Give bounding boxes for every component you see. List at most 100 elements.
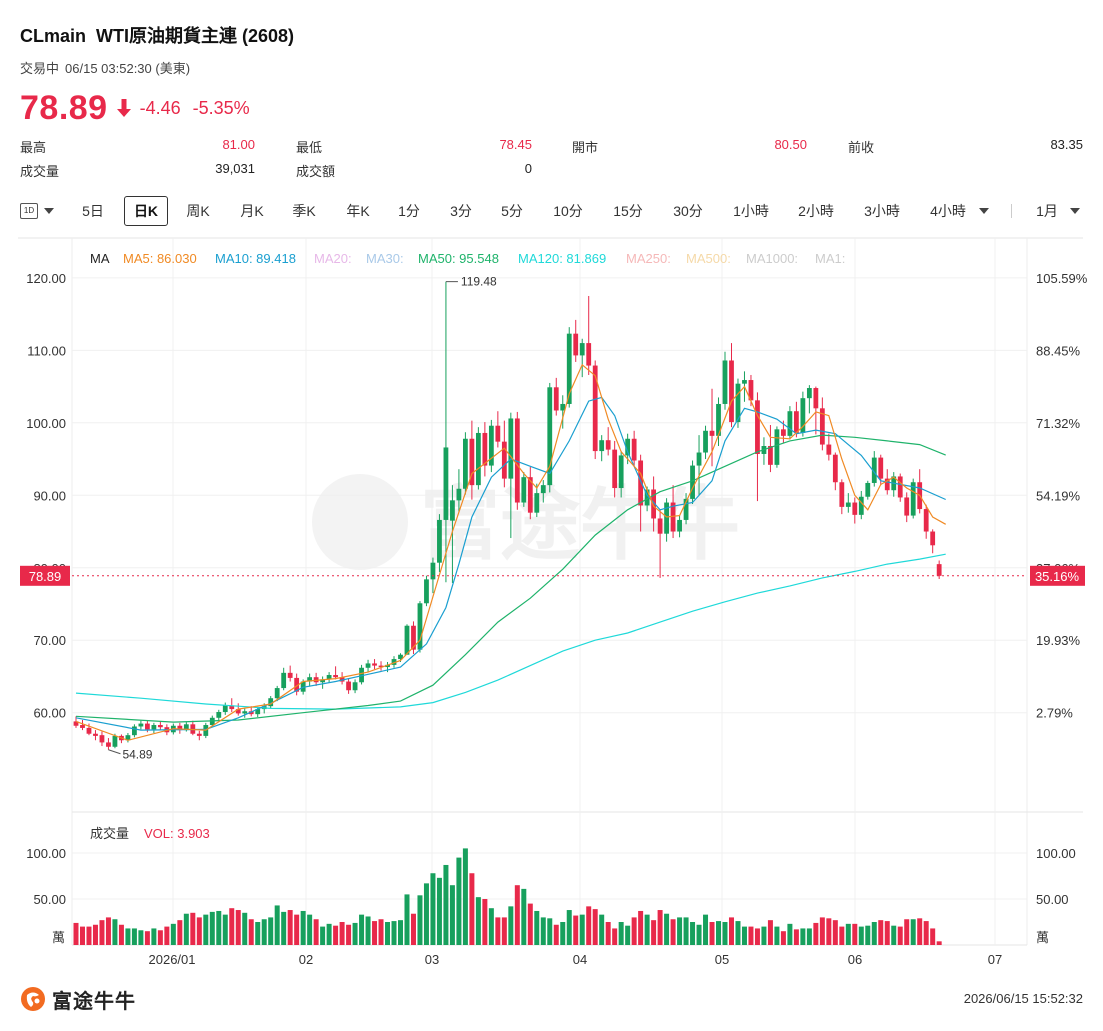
period-type-icon[interactable]: 1D	[20, 203, 38, 219]
instrument-name: WTI原油期貨主連 (2608)	[96, 26, 295, 46]
tab-3min[interactable]: 3分	[450, 203, 472, 219]
y-tick-label: 60.00	[33, 706, 66, 721]
ma-legend-item: MA1:	[815, 251, 845, 266]
candle-body	[456, 488, 462, 501]
volume-bar	[657, 910, 663, 945]
tab-5min[interactable]: 5分	[501, 203, 523, 219]
volume-bar	[294, 914, 300, 945]
candle-body	[683, 498, 689, 520]
candle-body	[781, 429, 786, 436]
candle-body	[352, 682, 358, 691]
candle-body	[755, 400, 760, 454]
x-tick-label: 03	[425, 952, 439, 967]
x-tick-label: 05	[715, 952, 729, 967]
low-annotation-line	[108, 749, 121, 755]
price-change: -4.46	[139, 97, 181, 118]
stat-prev-close-label: 前收	[848, 140, 875, 155]
candle-body	[716, 403, 721, 436]
tab-1hour[interactable]: 1小時	[733, 203, 769, 219]
tab-15min[interactable]: 15分	[613, 203, 643, 219]
tab-yearly-k[interactable]: 年K	[346, 203, 370, 219]
candle-body	[793, 411, 799, 433]
volume-bar	[800, 928, 806, 945]
volume-bar	[404, 894, 410, 945]
candle-body	[235, 709, 241, 714]
tab-1min[interactable]: 1分	[398, 203, 420, 219]
volume-bar	[845, 923, 851, 945]
volume-bar	[644, 914, 650, 945]
candle-body	[93, 733, 98, 736]
candle-body	[742, 380, 747, 384]
candle-body	[579, 343, 585, 356]
stat-high-label: 最高	[20, 140, 47, 155]
candle-body	[112, 735, 118, 747]
tab-30min[interactable]: 30分	[673, 203, 703, 219]
volume-bar	[741, 926, 747, 945]
volume-bar	[871, 922, 877, 945]
volume-bar	[560, 922, 566, 945]
range-selector[interactable]: 1月	[1036, 203, 1058, 219]
volume-bar	[164, 926, 170, 945]
candle-body	[774, 429, 780, 465]
ma-legend-item: MA50: 95.548	[418, 251, 499, 266]
candle-body	[521, 477, 527, 503]
candle-body	[540, 485, 546, 494]
volume-bar	[709, 922, 715, 945]
candle-body	[274, 688, 280, 699]
candle-body	[463, 438, 468, 489]
candle-body	[294, 677, 300, 692]
candle-body	[216, 711, 222, 718]
volume-bar	[599, 914, 605, 945]
last-pct-tag	[1030, 565, 1085, 586]
volume-bar	[930, 928, 936, 945]
candle-body	[443, 447, 449, 520]
volume-bar	[839, 926, 845, 945]
volume-bar	[761, 926, 767, 945]
volume-bar	[216, 910, 222, 945]
volume-bar	[638, 910, 644, 945]
chevron-down-icon[interactable]	[979, 208, 989, 214]
volume-bar	[767, 920, 773, 945]
tab-3hour[interactable]: 3小時	[864, 203, 900, 219]
volume-bar	[339, 922, 345, 945]
volume-bar	[670, 919, 676, 945]
brand-logo: 富途牛牛	[20, 985, 136, 1013]
volume-bar	[410, 913, 416, 945]
chevron-down-icon[interactable]	[44, 208, 54, 214]
volume-bar	[417, 895, 423, 945]
volume-bar	[910, 919, 916, 945]
candle-body	[690, 465, 695, 499]
tab-quarterly-k[interactable]: 季K	[292, 203, 316, 219]
volume-bar	[138, 930, 144, 945]
candle-body	[151, 725, 157, 730]
tab-weekly-k[interactable]: 周K	[186, 203, 210, 219]
chevron-down-icon[interactable]	[1070, 208, 1080, 214]
volume-unit-label: 萬	[52, 930, 65, 945]
volume-bar	[118, 924, 124, 945]
candle-body	[417, 603, 423, 650]
y-tick-label: 90.00	[33, 488, 66, 503]
x-tick-label: 07	[988, 952, 1002, 967]
ma10-line	[75, 396, 946, 731]
candle-body	[871, 457, 877, 483]
volume-bar	[144, 931, 150, 945]
candle-body	[248, 711, 254, 715]
trading-status: 交易中	[20, 61, 60, 76]
candle-body	[826, 444, 832, 455]
ma-legend-item: MA10: 89.418	[215, 251, 296, 266]
volume-bar	[469, 873, 475, 945]
arrow-down-icon	[116, 99, 131, 117]
volume-bar	[774, 926, 780, 945]
tab-10min[interactable]: 10分	[553, 203, 583, 219]
ma50-line	[75, 434, 946, 723]
ma-legend-item: MA1000:	[746, 251, 798, 266]
tab-monthly-k[interactable]: 月K	[240, 203, 264, 219]
volume-bar	[573, 915, 579, 945]
tab-daily-k[interactable]: 日K	[124, 196, 168, 226]
tab-4hour[interactable]: 4小時	[930, 203, 966, 219]
candle-body	[313, 677, 319, 683]
candle-body	[391, 659, 397, 665]
tab-2hour[interactable]: 2小時	[798, 203, 834, 219]
tab-5day[interactable]: 5日	[82, 203, 104, 219]
